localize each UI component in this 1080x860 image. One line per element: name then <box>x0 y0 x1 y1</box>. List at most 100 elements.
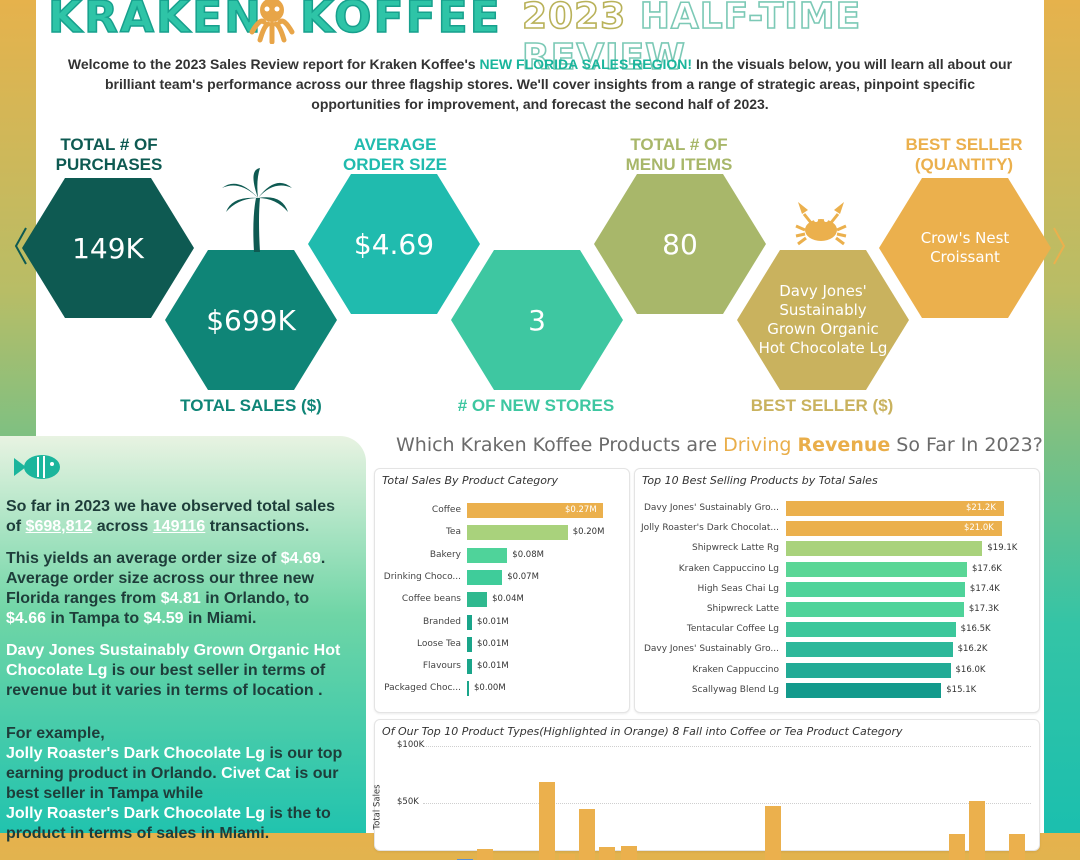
octopus-icon <box>246 0 298 54</box>
bar[interactable] <box>786 662 951 678</box>
right-chevron-icon <box>1053 227 1066 265</box>
insight-4-text-b: is our top earning product in Orlando. <box>6 745 343 782</box>
bar[interactable] <box>467 569 503 585</box>
bar-value-label: $0.08M <box>512 549 544 560</box>
bar[interactable] <box>786 622 956 638</box>
bar[interactable] <box>786 602 964 617</box>
kpi-purchases-label-1: TOTAL # OF <box>60 135 158 154</box>
chart-1-title: Total Sales By Product Category <box>382 474 558 487</box>
bar-value-label: $0.20M <box>572 527 605 538</box>
bar[interactable] <box>786 501 1004 516</box>
crab-icon <box>795 202 847 246</box>
gridline <box>423 803 1031 804</box>
kpi-menu-items-label-1: TOTAL # OF <box>630 135 728 154</box>
kpi-menu-items-value: 80 <box>662 227 698 261</box>
category-label: Loose Tea <box>417 638 461 649</box>
chart-top10-product-types[interactable]: Of Our Top 10 Product Types(Highlighted … <box>372 719 1040 860</box>
category-label: Tea <box>445 527 461 538</box>
gridline <box>423 746 1031 747</box>
insight-2-text-e: in Miami. <box>183 610 257 627</box>
bar[interactable] <box>786 682 942 698</box>
bar[interactable] <box>786 581 965 597</box>
kpi-best-seller-qty-hex: Crow's Nest Croissant <box>879 178 1051 318</box>
column-bar[interactable] <box>969 800 985 860</box>
kpi-avg-order-value: $4.69 <box>353 227 435 261</box>
y-tick-label: $100K <box>397 740 425 750</box>
bar-value-label: $0.00M <box>474 683 506 694</box>
column-bar[interactable] <box>949 833 965 860</box>
insight-orlando-avg: $4.81 <box>160 590 201 607</box>
column-bar[interactable] <box>539 782 555 860</box>
bar[interactable] <box>467 614 473 630</box>
insight-transactions: 149116 <box>152 518 206 535</box>
insights-panel <box>0 436 366 833</box>
subtitle-rest: HALF-TIME REVIEW <box>521 0 862 79</box>
insight-2-text-b: . Average order size across our three ne… <box>6 550 326 607</box>
chart-3-title: Of Our Top 10 Product Types(Highlighted … <box>382 725 903 738</box>
insight-2-text-d: in Tampa to <box>46 610 144 627</box>
bar[interactable] <box>467 525 568 541</box>
bar[interactable] <box>467 547 508 563</box>
brand-right: KOFFEE <box>299 0 502 44</box>
kpi-best-seller-dollar-hex: Davy Jones' Sustainably Grown Organic Ho… <box>737 250 909 390</box>
section-heading-2: So Far In 2023? <box>890 434 1043 456</box>
brand-logo: KRAKEN KOFFEE <box>47 0 500 44</box>
column-bar[interactable] <box>765 806 781 860</box>
bar[interactable] <box>467 659 473 675</box>
insight-1-text-c: transactions. <box>205 518 310 535</box>
bar[interactable] <box>786 521 1002 537</box>
kpi-new-stores-value: 3 <box>528 303 546 337</box>
category-label: Kraken Cappuccino Lg <box>678 563 779 574</box>
kpi-purchases-value: 149K <box>72 231 144 265</box>
category-label: Jolly Roaster's Dark Chocolat... <box>641 523 779 534</box>
y-tick-label: $50K <box>397 797 419 807</box>
kpi-avg-order-label: AVERAGE ORDER SIZE <box>310 135 480 175</box>
category-label: Coffee <box>431 505 461 515</box>
kpi-menu-items-hex: 80 <box>594 174 766 314</box>
category-label: Davy Jones' Sustainably Gro... <box>643 503 779 513</box>
bar-value-label: $17.6K <box>971 563 1002 574</box>
kpi-best-seller-qty-label: BEST SELLER (QUANTITY) <box>879 135 1049 175</box>
y-axis-label: Total Sales <box>372 784 383 830</box>
report-header: KRAKEN KOFFEE 2023 HALF-TIME REVIEW <box>40 0 1030 79</box>
kpi-best-seller-qty-label-2: (QUANTITY) <box>914 155 1014 174</box>
intro-highlight: NEW FLORIDA SALES REGION! <box>479 56 693 72</box>
insight-miami-top-product: Jolly Roaster's Dark Chocolate Lg <box>6 805 265 822</box>
bar[interactable] <box>786 561 967 577</box>
column-bar[interactable] <box>1009 833 1025 860</box>
category-label: Packaged Choc... <box>384 683 461 694</box>
section-heading-1: Which Kraken Koffee Products are <box>396 434 724 456</box>
chart-top10-products[interactable]: Top 10 Best Selling Products by Total Sa… <box>634 468 1040 713</box>
insight-paragraph-4: For example, Jolly Roaster's Dark Chocol… <box>6 724 351 844</box>
category-label: Scallywag Blend Lg <box>691 684 779 695</box>
bar-value-label: $17.4K <box>969 583 1000 594</box>
bar-value-label: $16.2K <box>957 644 988 655</box>
insight-1-text-a: So far in 2023 we have observed total sa… <box>6 498 336 535</box>
bar-value-label: $21.0K <box>963 523 994 534</box>
category-label: Kraken Cappuccino <box>692 664 779 675</box>
bar[interactable] <box>467 636 473 652</box>
column-bar[interactable] <box>621 846 637 860</box>
bar[interactable] <box>467 681 469 697</box>
insight-paragraph-1: So far in 2023 we have observed total sa… <box>6 497 351 537</box>
chart-2-title: Top 10 Best Selling Products by Total Sa… <box>642 474 878 487</box>
section-heading-driving: Driving <box>723 434 798 456</box>
column-bar[interactable] <box>559 854 575 860</box>
bar[interactable] <box>786 541 983 557</box>
intro-text-2: In the visuals below, you will learn all… <box>105 56 1013 112</box>
intro-text-1: Welcome to the 2023 Sales Review report … <box>67 56 480 72</box>
bar-value-label: $0.01M <box>477 616 509 627</box>
column-bar[interactable] <box>599 847 615 860</box>
kpi-new-stores-label: # OF NEW STORES <box>457 396 615 415</box>
insight-orlando-top-product: Jolly Roaster's Dark Chocolate Lg <box>6 745 265 762</box>
column-bar[interactable] <box>579 808 595 860</box>
bar-value-label: $15.1K <box>946 684 977 695</box>
column-bar[interactable] <box>477 848 493 860</box>
kpi-avg-order-label-2: ORDER SIZE <box>343 155 447 174</box>
bar[interactable] <box>786 642 953 658</box>
bar[interactable] <box>467 592 488 608</box>
bar-value-label: $19.1K <box>987 543 1018 554</box>
category-label: Drinking Choco... <box>383 571 461 582</box>
chart-sales-by-category[interactable]: Total Sales By Product Category Coffee $0… <box>374 468 630 713</box>
bar[interactable] <box>467 503 603 518</box>
